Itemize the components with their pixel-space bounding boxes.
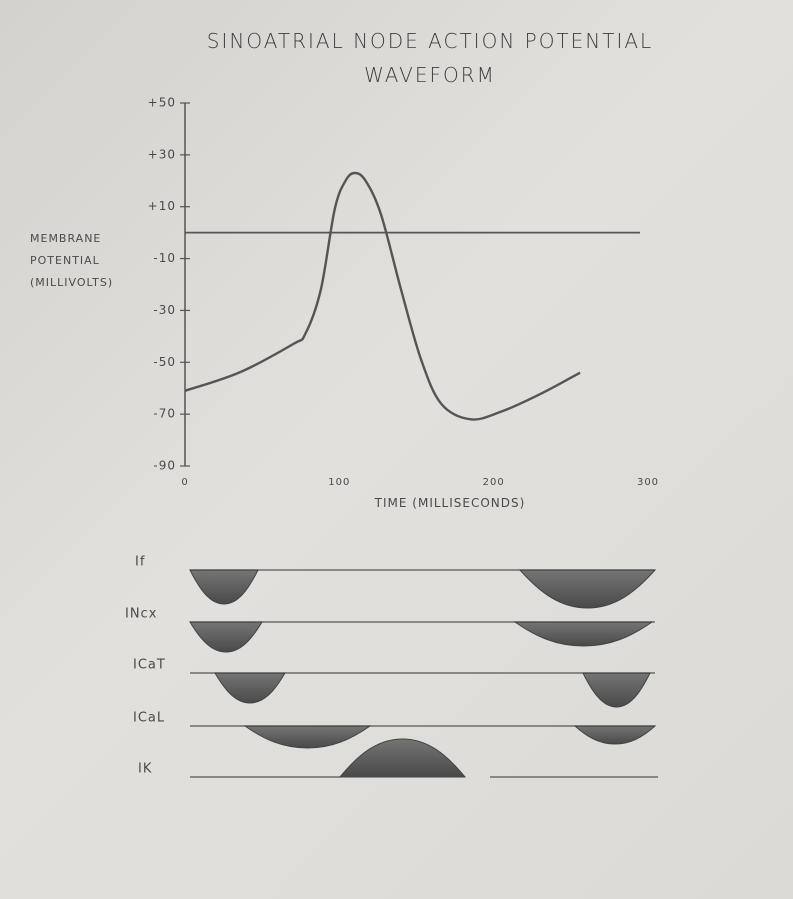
y-tick-label: +50: [148, 96, 176, 110]
current-shape: [189, 569, 259, 605]
current-label: ICaT: [133, 658, 166, 673]
current-shape: [513, 621, 654, 647]
current-label: INcx: [125, 607, 157, 622]
current-shape: [518, 569, 657, 609]
y-tick-label: -30: [153, 303, 176, 317]
x-tick-label: 200: [483, 477, 505, 488]
y-tick-label: -90: [153, 459, 176, 473]
current-shape: [243, 725, 372, 749]
x-tick-label: 100: [328, 477, 350, 488]
current-shape: [189, 621, 263, 653]
y-tick-label: +30: [148, 147, 176, 161]
current-label: If: [135, 555, 145, 570]
current-label: ICaL: [133, 711, 165, 726]
current-shape: [573, 725, 657, 745]
x-tick-label: 0: [181, 477, 188, 488]
y-tick-label: -50: [153, 355, 176, 369]
y-tick-label: -10: [153, 251, 176, 265]
x-axis-label: TIME (MILLISECONDS): [374, 496, 526, 510]
y-axis-label: MEMBRANE POTENTIAL (MILLIVOLTS): [30, 232, 114, 289]
current-shape: [582, 672, 651, 708]
y-tick-label: +10: [148, 199, 176, 213]
y-tick-label: -70: [153, 407, 176, 421]
waveform-line: [184, 171, 581, 421]
current-shape: [214, 672, 286, 704]
x-tick-label: 300: [637, 477, 659, 488]
current-label: IK: [138, 762, 152, 777]
current-shape: [338, 738, 467, 778]
chart-title: SINOATRIAL NODE ACTION POTENTIAL WAVEFOR…: [206, 29, 654, 87]
